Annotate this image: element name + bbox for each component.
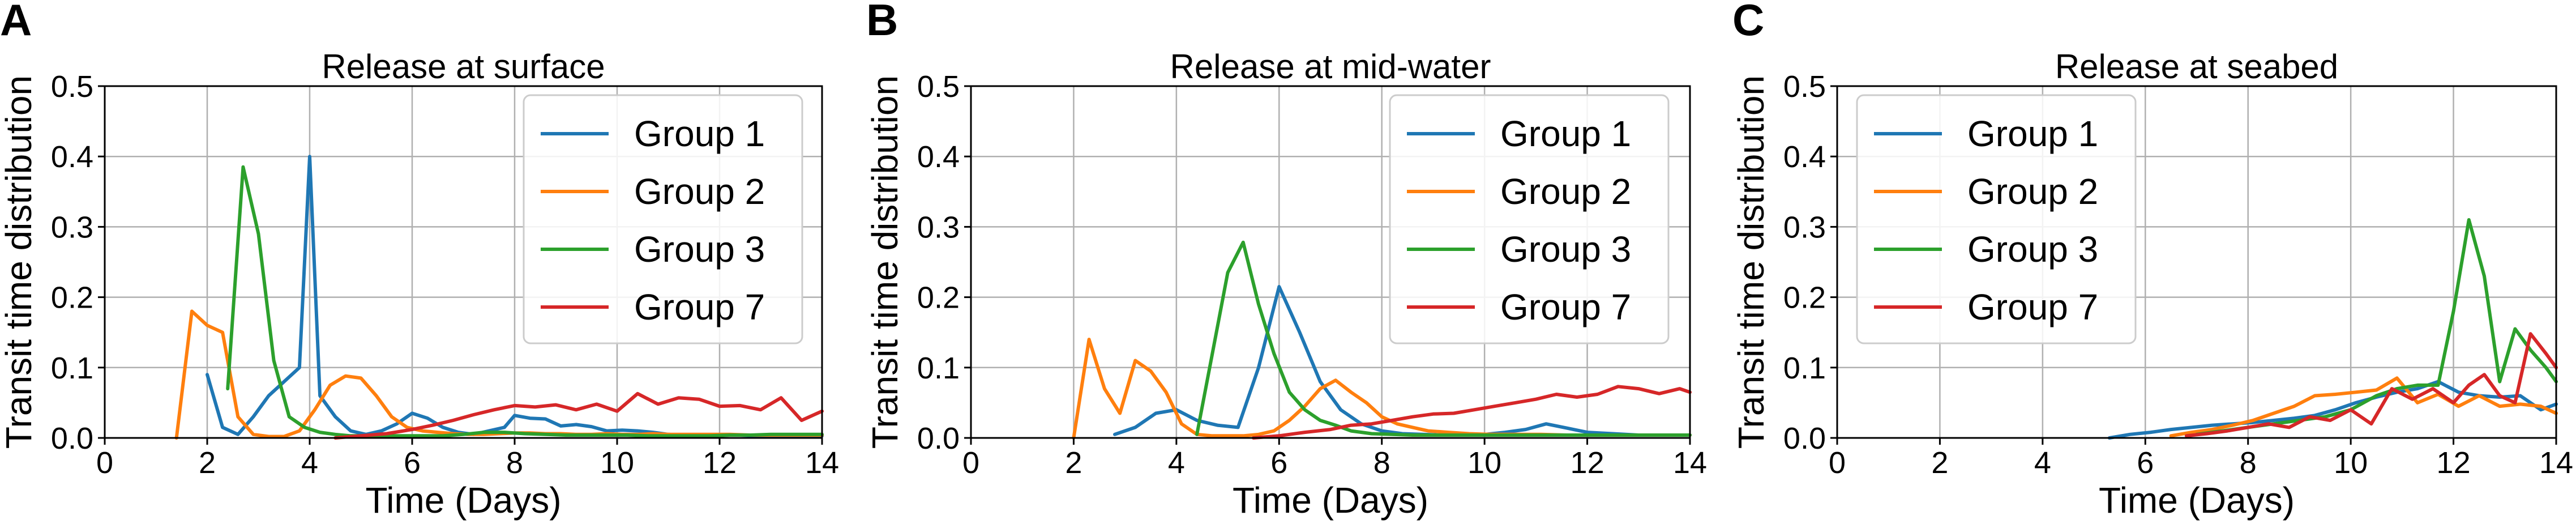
- x-tick-label: 2: [1065, 446, 1082, 480]
- legend-box: [1856, 94, 2137, 344]
- panel-letter: A: [0, 0, 32, 45]
- y-tick-label: 0.0: [917, 421, 960, 455]
- legend-label: Group 7: [1967, 287, 2098, 327]
- y-tick-label: 0.5: [51, 70, 93, 104]
- legend-label: Group 1: [1500, 113, 1631, 154]
- x-tick-label: 8: [506, 446, 523, 480]
- x-tick-label: 6: [1270, 446, 1287, 480]
- x-tick-label: 14: [2539, 446, 2573, 480]
- series-line-group-1: [1113, 285, 1692, 437]
- x-tick-label: 4: [2034, 446, 2051, 480]
- y-tick-label: 0.4: [1783, 140, 1826, 174]
- x-tick-label: 10: [600, 446, 634, 480]
- series-line-group-7: [1251, 385, 1692, 440]
- series-line-group-7: [2184, 332, 2558, 438]
- legend-label: Group 1: [1967, 113, 2098, 154]
- series-line-group-7: [333, 391, 824, 440]
- x-tick-label: 2: [1931, 446, 1948, 480]
- panel-title: Release at seabed: [2055, 48, 2338, 86]
- y-tick-label: 0.3: [917, 210, 960, 244]
- y-tick-label: 0.2: [51, 281, 93, 315]
- x-tick-label: 12: [1571, 446, 1604, 480]
- y-axis-label: Transit time distribution: [1731, 75, 1771, 449]
- panel-title: Release at surface: [322, 48, 605, 86]
- series-line-group-3: [1195, 240, 1692, 437]
- series-line-group-3: [2195, 218, 2558, 436]
- series-line-group-2: [2169, 376, 2558, 438]
- x-tick-label: 10: [2334, 446, 2368, 480]
- x-tick-label: 8: [2240, 446, 2257, 480]
- legend-label: Group 7: [1500, 287, 1631, 327]
- panel-letter: C: [1732, 0, 1764, 45]
- legend-label: Group 3: [1500, 229, 1631, 270]
- x-tick-label: 0: [1829, 446, 1846, 480]
- legend: Group 1 Group 2 Group 3 Group 7: [1389, 94, 1670, 344]
- y-tick-label: 0.3: [51, 210, 93, 244]
- y-axis-label: Transit time distribution: [0, 75, 39, 449]
- legend-label: Group 2: [1500, 171, 1631, 212]
- y-tick-label: 0.0: [51, 421, 93, 455]
- panel-letter: B: [866, 0, 898, 45]
- x-axis-label: Time (Days): [2099, 480, 2295, 521]
- x-tick-label: 12: [703, 446, 737, 480]
- legend-label: Group 2: [1967, 171, 2098, 212]
- x-tick-label: 14: [805, 446, 839, 480]
- legend-box: [523, 94, 803, 344]
- x-tick-label: 10: [1467, 446, 1501, 480]
- panel-c: C Release at seabed 0 2 4 6 8 10 12 14 0.0 0.1 0.2 0.…: [1731, 0, 2573, 521]
- series-line-group-3: [226, 165, 824, 438]
- x-tick-label: 6: [404, 446, 421, 480]
- x-tick-label: 2: [199, 446, 216, 480]
- legend-label: Group 7: [634, 287, 765, 327]
- plot-frame: [970, 85, 1691, 439]
- x-tick-label: 4: [301, 446, 318, 480]
- x-tick-label: 12: [2437, 446, 2471, 480]
- y-tick-label: 0.4: [51, 140, 93, 174]
- panel-b: B Release at mid-water 0 2 4 6 8 10 12 14 0.0 0.1 0.…: [865, 0, 1707, 521]
- x-axis-label: Time (Days): [365, 480, 561, 521]
- y-tick-label: 0.4: [917, 140, 960, 174]
- series-line-group-1: [2107, 380, 2558, 440]
- x-axis-label: Time (Days): [1233, 480, 1428, 521]
- y-tick-label: 0.5: [1783, 70, 1826, 104]
- y-axis-label: Transit time distribution: [865, 75, 905, 449]
- x-tick-label: 4: [1168, 446, 1185, 480]
- legend-label: Group 3: [1967, 229, 2098, 270]
- legend-label: Group 3: [634, 229, 765, 270]
- legend-box: [1389, 94, 1670, 344]
- x-tick-label: 14: [1673, 446, 1707, 480]
- legend-label: Group 1: [634, 113, 765, 154]
- y-tick-label: 0.0: [1783, 421, 1826, 455]
- legend: Group 1 Group 2 Group 3 Group 7: [1856, 94, 2137, 344]
- panel-a: A Release at surface 0 2 4 6 8 10 12 14 0.0 0.1 0.2 0…: [0, 0, 839, 521]
- y-tick-label: 0.5: [917, 70, 960, 104]
- y-tick-label: 0.2: [917, 281, 960, 315]
- x-tick-label: 6: [2137, 446, 2154, 480]
- y-tick-label: 0.1: [917, 351, 960, 385]
- plot-frame: [104, 85, 823, 439]
- y-tick-label: 0.3: [1783, 210, 1826, 244]
- x-tick-label: 8: [1373, 446, 1390, 480]
- x-tick-label: 0: [96, 446, 113, 480]
- y-tick-label: 0.1: [51, 351, 93, 385]
- plot-frame: [1836, 85, 2557, 439]
- legend-label: Group 2: [634, 171, 765, 212]
- y-tick-label: 0.1: [1783, 351, 1826, 385]
- legend: Group 1 Group 2 Group 3 Group 7: [523, 94, 803, 344]
- x-tick-label: 0: [962, 446, 979, 480]
- y-tick-label: 0.2: [1783, 281, 1826, 315]
- panel-title: Release at mid-water: [1170, 48, 1491, 86]
